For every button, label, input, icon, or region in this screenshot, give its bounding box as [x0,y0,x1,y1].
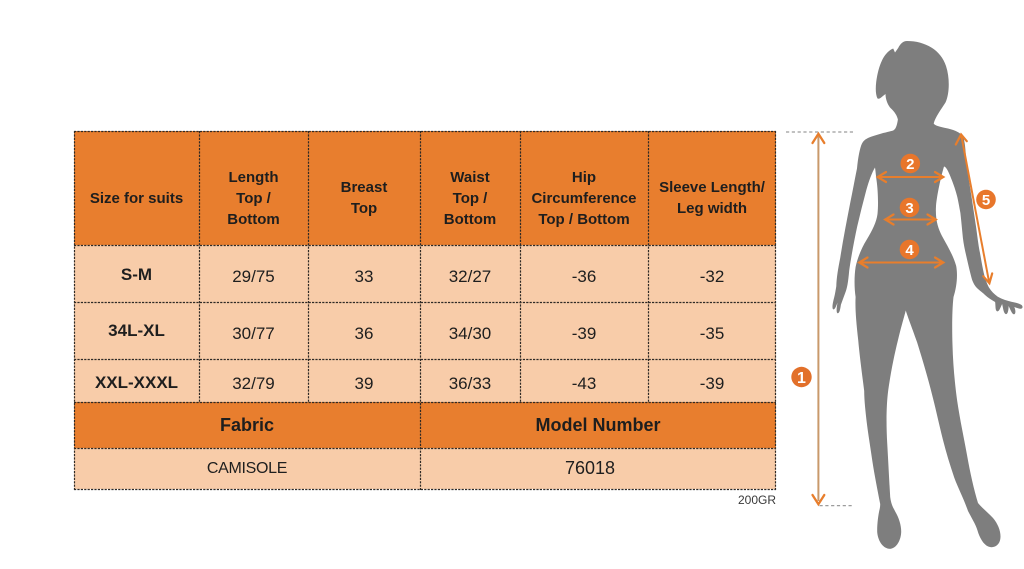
svg-text:5: 5 [982,192,990,209]
svg-text:4: 4 [905,242,914,259]
svg-text:3: 3 [905,200,913,217]
svg-text:1: 1 [797,370,806,387]
svg-text:2: 2 [906,156,914,173]
